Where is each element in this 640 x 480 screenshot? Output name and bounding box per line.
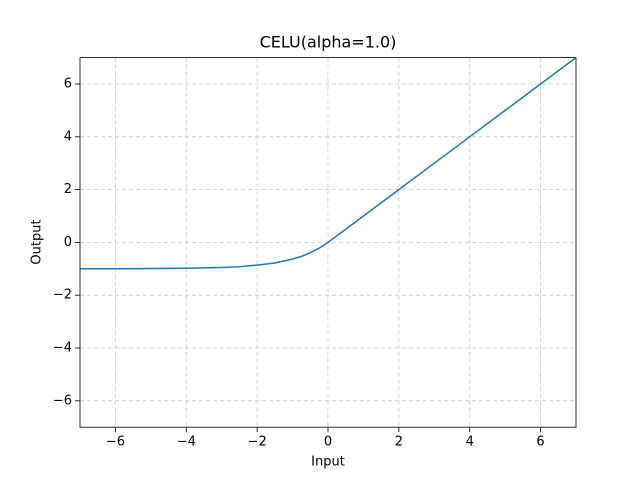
plot-frame: [79, 57, 577, 428]
chart-title: CELU(alpha=1.0): [260, 33, 397, 52]
x-tick-label: 0: [324, 435, 332, 450]
y-tick-label: 0: [64, 235, 72, 250]
x-tick-label: −4: [177, 435, 196, 450]
x-axis-label: Input: [311, 455, 345, 470]
x-tick-label: −6: [106, 435, 125, 450]
y-axis-label: Output: [30, 219, 45, 264]
x-tick-label: 2: [395, 435, 403, 450]
line: [80, 57, 576, 270]
y-tick-label: 2: [64, 182, 72, 197]
x-tick-label: −2: [248, 435, 267, 450]
y-tick-label: 6: [64, 77, 72, 92]
y-tick-label: −4: [53, 341, 72, 356]
y-tick-label: −2: [53, 288, 72, 303]
y-tick-label: 4: [64, 129, 72, 144]
x-tick-label: 6: [536, 435, 544, 450]
x-tick-label: 4: [466, 435, 474, 450]
y-tick-label: −6: [53, 393, 72, 408]
